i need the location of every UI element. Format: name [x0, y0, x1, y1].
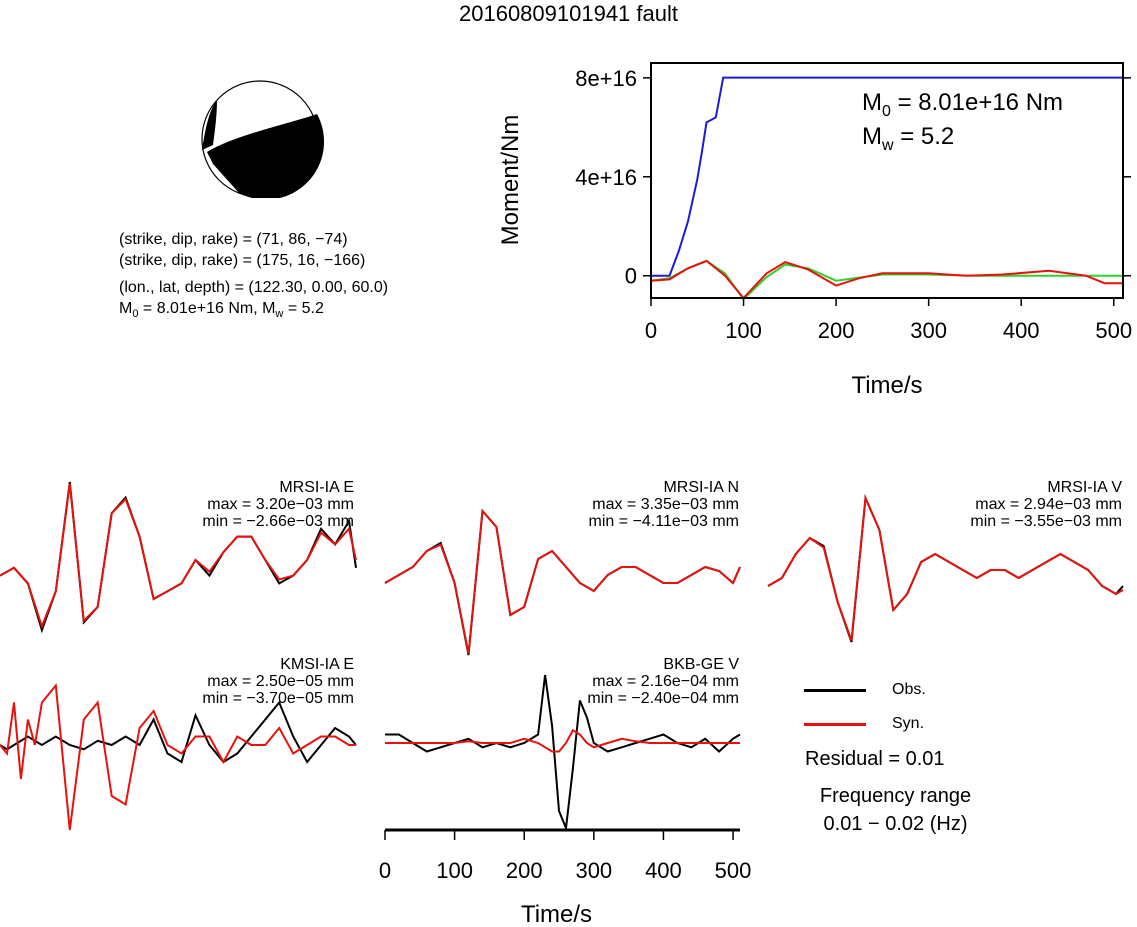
waveform-x-tick-label: 500 — [715, 858, 752, 883]
waveform-max-text: max = 2.94e−03 mm — [975, 496, 1122, 513]
source-parameters: (strike, dip, rake) = (71, 86, −74) (str… — [119, 229, 388, 325]
frequency-value: 0.01 − 0.02 (Hz) — [823, 813, 968, 835]
waveform-max-text: max = 3.20e−03 mm — [207, 496, 354, 513]
legend-obs-line — [804, 689, 866, 692]
waveform-max-text: max = 2.16e−04 mm — [592, 673, 739, 690]
waveform-x-axis-label: Time/s — [521, 901, 592, 927]
location-line: (lon., lat, depth) = (122.30, 0.00, 60.0… — [119, 279, 389, 296]
residual-text: Residual = 0.01 — [805, 748, 945, 770]
page-title: 20160809101941 fault — [459, 1, 678, 26]
moment-y-tick-label: 0 — [625, 264, 637, 289]
waveform-syn-2 — [767, 494, 1124, 641]
moment-x-tick-label: 100 — [725, 318, 762, 343]
nodal-plane-1: (strike, dip, rake) = (71, 86, −74) — [119, 231, 348, 248]
moment-x-tick-label: 300 — [910, 318, 947, 343]
moment-y-axis-label: Moment/Nm — [497, 115, 524, 246]
moment-annotation-mw: Mw = 5.2 — [862, 123, 954, 154]
moment-y-tick-label: 8e+16 — [575, 66, 637, 91]
waveform-x-tick-label: 400 — [645, 858, 682, 883]
legend-syn-line — [804, 723, 866, 726]
frequency-range: Frequency range 0.01 − 0.02 (Hz) — [798, 782, 993, 838]
legend-obs-label: Obs. — [892, 681, 926, 698]
moment-series-1 — [650, 259, 1123, 301]
moment-x-tick-label: 200 — [818, 318, 855, 343]
waveform-x-tick-label: 200 — [506, 858, 543, 883]
moment-y-tick-label: 4e+16 — [575, 165, 637, 190]
beachball-icon — [201, 80, 325, 198]
legend-syn-label: Syn. — [892, 715, 925, 732]
moment-x-axis-label: Time/s — [851, 372, 922, 399]
waveform-min-text: min = −3.55e−03 mm — [970, 513, 1122, 530]
waveform-min-text: min = −2.40e−04 mm — [587, 690, 739, 707]
waveform-station: MRSI-IA N — [663, 479, 739, 496]
waveform-station: BKB-GE V — [663, 656, 739, 673]
frequency-label: Frequency range — [819, 785, 972, 807]
moment-annotation-m0: M0 = 8.01e+16 Nm — [862, 89, 1063, 120]
waveform-obs-1 — [384, 508, 741, 656]
nodal-plane-2: (strike, dip, rake) = (175, 16, −166) — [119, 252, 366, 269]
waveform-station: KMSI-IA E — [280, 656, 354, 673]
magnitude-line: M0 = 8.01e+16 Nm, Mw = 5.2 — [119, 300, 324, 321]
moment-plot-frame — [650, 62, 1124, 299]
waveform-max-text: max = 2.50e−05 mm — [207, 673, 354, 690]
waveform-min-text: min = −2.66e−03 mm — [202, 513, 354, 530]
moment-series-2 — [650, 259, 1123, 300]
waveform-syn-4 — [385, 728, 740, 753]
waveform-station: MRSI-IA V — [1047, 479, 1122, 496]
moment-x-tick-label: 0 — [645, 318, 657, 343]
waveform-x-tick-label: 300 — [575, 858, 612, 883]
waveform-max-text: max = 3.35e−03 mm — [592, 496, 739, 513]
waveform-x-tick-label: 0 — [379, 858, 391, 883]
waveform-min-text: min = −3.70e−05 mm — [202, 690, 354, 707]
moment-x-tick-label: 500 — [1095, 318, 1132, 343]
waveform-x-tick-label: 100 — [436, 858, 473, 883]
moment-series-0 — [651, 76, 1123, 277]
waveform-syn-3 — [0, 682, 356, 831]
waveform-obs-3 — [0, 700, 357, 764]
waveform-min-text: min = −4.11e−03 mm — [588, 513, 739, 530]
waveform-syn-1 — [384, 508, 741, 654]
moment-x-tick-label: 400 — [1003, 318, 1040, 343]
waveform-syn-0 — [0, 483, 357, 630]
waveform-station: MRSI-IA E — [279, 479, 354, 496]
